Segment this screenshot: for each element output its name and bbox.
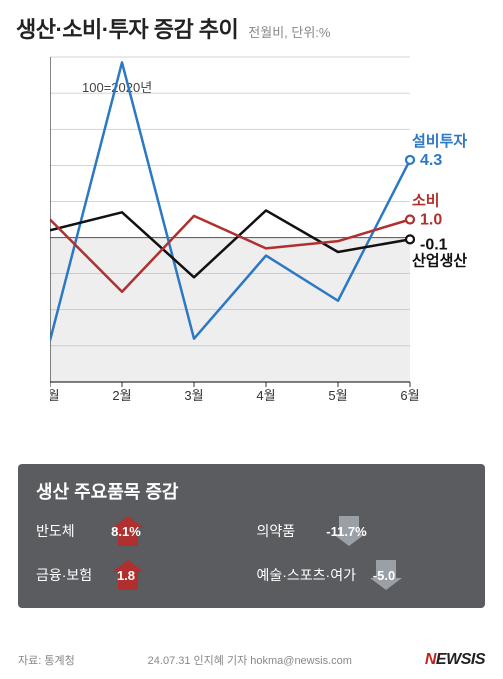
footer: 자료: 통계청 24.07.31 인지혜 기자 hokma@newsis.com… (18, 651, 485, 669)
panel-item: 예술·스포츠·여가 -5.0 (257, 560, 468, 590)
logo: NEWSIS (425, 651, 485, 669)
line-chart: 100=2020년 -8-6-4-202468101월2월3월4월5월6월4.3… (0, 52, 503, 452)
svg-text:산업생산: 산업생산 (412, 252, 467, 269)
page-title: 생산·소비·투자 증감 추이 (16, 12, 238, 44)
panel-item-label: 의약품 (257, 521, 319, 541)
chart-svg: -8-6-4-202468101월2월3월4월5월6월4.3설비투자1.0소비-… (50, 52, 470, 412)
panel-item: 금융·보험 1.8 (36, 560, 247, 590)
svg-text:소비: 소비 (412, 193, 440, 210)
logo-n: N (425, 651, 436, 668)
svg-text:4.3: 4.3 (420, 152, 442, 169)
panel-item-label: 예술·스포츠·여가 (257, 565, 356, 585)
svg-text:1월: 1월 (50, 388, 60, 403)
svg-text:6월: 6월 (400, 388, 419, 403)
credit: 24.07.31 인지혜 기자 hokma@newsis.com (148, 652, 352, 668)
panel-item-label: 금융·보험 (36, 565, 98, 585)
panel-grid: 반도체 8.1% 의약품 -11.7% 금융·보험 1.8 예술·스포츠·여가 -5.0 (36, 516, 467, 590)
source: 자료: 통계청 (18, 652, 75, 668)
svg-text:2월: 2월 (112, 388, 131, 403)
svg-text:4월: 4월 (256, 388, 275, 403)
svg-text:-0.1: -0.1 (420, 236, 448, 253)
panel-item-label: 반도체 (36, 521, 98, 541)
header: 생산·소비·투자 증감 추이 전월비, 단위:% (0, 0, 503, 52)
svg-text:설비투자: 설비투자 (412, 133, 467, 150)
panel-item-value: -11.7% (326, 524, 366, 539)
panel-title: 생산 주요품목 증감 (36, 478, 467, 504)
panel-item: 반도체 8.1% (36, 516, 247, 546)
production-panel: 생산 주요품목 증감 반도체 8.1% 의약품 -11.7% 금융·보험 1.8 예술·스포… (18, 464, 485, 608)
panel-item: 의약품 -11.7% (257, 516, 468, 546)
panel-item-value: 8.1% (111, 524, 141, 539)
panel-item-value: -5.0 (373, 568, 395, 583)
arrow-down-icon: -11.7% (325, 516, 369, 546)
logo-rest: EWSIS (436, 651, 485, 668)
arrow-down-icon: -5.0 (362, 560, 406, 590)
arrow-up-icon: 1.8 (104, 560, 148, 590)
svg-text:1.0: 1.0 (420, 212, 442, 229)
svg-text:3월: 3월 (184, 388, 203, 403)
subtitle: 전월비, 단위:% (248, 22, 330, 41)
svg-text:5월: 5월 (328, 388, 347, 403)
arrow-up-icon: 8.1% (104, 516, 148, 546)
panel-item-value: 1.8 (117, 568, 135, 583)
